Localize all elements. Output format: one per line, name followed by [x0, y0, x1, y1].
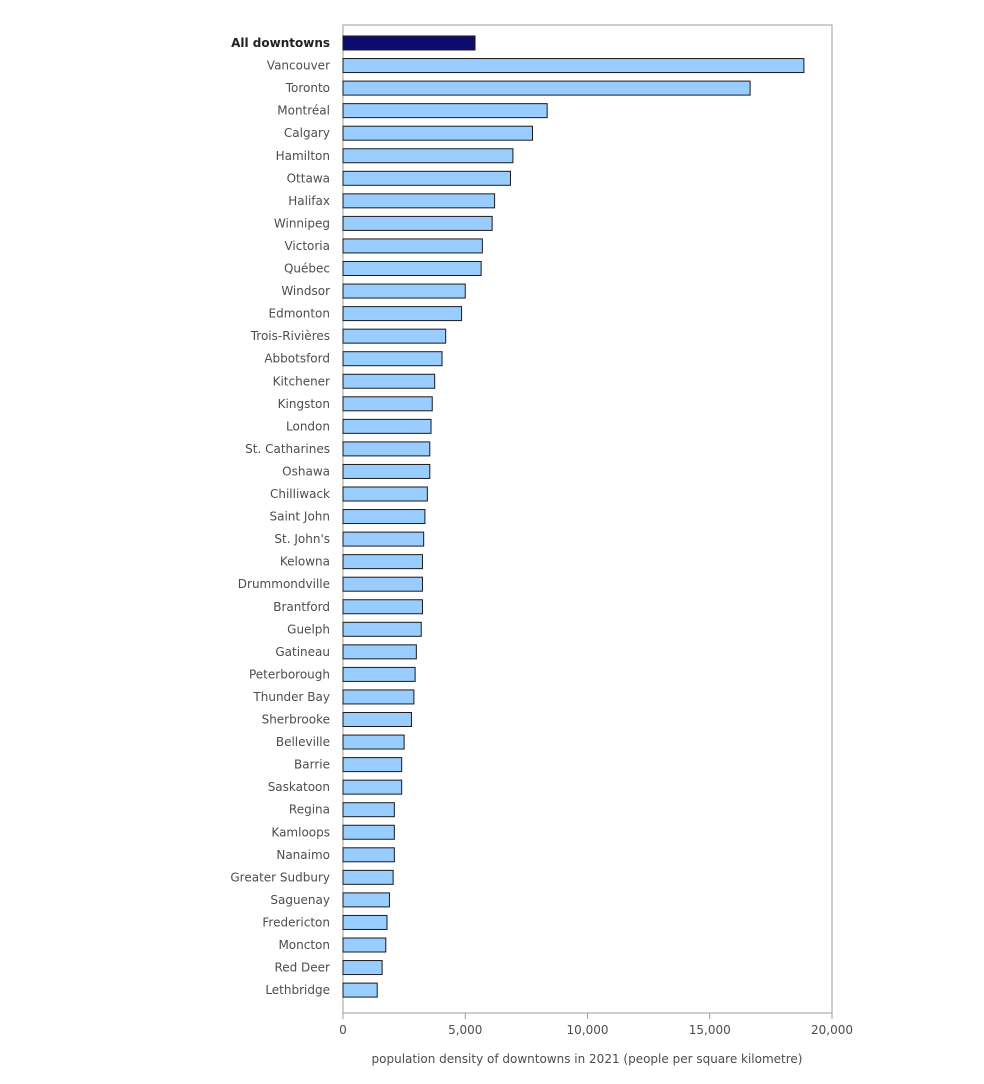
category-label-moncton: Moncton [278, 938, 330, 952]
category-label-belleville: Belleville [276, 735, 330, 749]
category-label-greater-sudbury: Greater Sudbury [230, 870, 330, 884]
bar-montreal [342, 103, 548, 119]
category-label-toronto: Toronto [285, 81, 330, 95]
category-label-kelowna: Kelowna [280, 555, 330, 569]
category-label-kitchener: Kitchener [273, 374, 330, 388]
category-label-oshawa: Oshawa [282, 464, 330, 478]
bar-quebec [342, 261, 482, 276]
category-label-saint-john: Saint John [269, 510, 330, 524]
bar-ottawa [342, 170, 511, 186]
category-label-kamloops: Kamloops [271, 825, 330, 839]
bar-saskatoon [342, 779, 403, 795]
category-label-brantford: Brantford [273, 600, 330, 614]
category-label-ottawa: Ottawa [287, 171, 330, 185]
category-label-trois-rivieres: Trois-Rivières [250, 329, 330, 343]
bar-nanaimo [342, 847, 395, 863]
bar-belleville [342, 734, 405, 750]
bar-chilliwack [342, 486, 428, 502]
bar-kingston [342, 396, 433, 412]
bar-kelowna [342, 554, 423, 570]
bar-st-catharines [342, 441, 431, 457]
category-label-fredericton: Fredericton [262, 915, 330, 929]
bar-fredericton [342, 914, 388, 930]
bar-st-john-s [342, 531, 425, 547]
category-label-windsor: Windsor [281, 284, 330, 298]
category-label-edmonton: Edmonton [269, 307, 331, 321]
category-label-regina: Regina [289, 803, 330, 817]
category-label-winnipeg: Winnipeg [274, 216, 330, 230]
category-label-all-downtowns: All downtowns [231, 36, 330, 50]
category-label-barrie: Barrie [294, 758, 330, 772]
category-label-nanaimo: Nanaimo [276, 848, 330, 862]
bar-thunder-bay [342, 689, 415, 705]
bar-barrie [342, 757, 403, 773]
category-label-st-catharines: St. Catharines [245, 442, 330, 456]
bar-gatineau [342, 644, 417, 660]
x-axis-ticks: 0 5,000 10,000 15,000 20,000 [339, 1013, 853, 1037]
category-label-hamilton: Hamilton [276, 149, 330, 163]
bar-brantford [342, 599, 423, 615]
category-label-st-john-s: St. John's [274, 532, 330, 546]
bar-saguenay [342, 892, 390, 908]
category-label-quebec: Québec [284, 262, 330, 276]
bar-kitchener [342, 373, 436, 389]
x-tick-label: 5,000 [448, 1023, 482, 1037]
category-label-vancouver: Vancouver [267, 59, 330, 73]
bar-regina [342, 802, 395, 818]
bar-vancouver [342, 58, 805, 74]
bar-abbotsford [342, 351, 443, 367]
x-tick-label: 10,000 [567, 1023, 609, 1037]
category-label-thunder-bay: Thunder Bay [252, 690, 330, 704]
category-label-calgary: Calgary [284, 126, 330, 140]
bars [342, 35, 805, 998]
bar-guelph [342, 621, 422, 637]
category-label-saguenay: Saguenay [270, 893, 330, 907]
category-label-peterborough: Peterborough [249, 667, 330, 681]
bar-edmonton [342, 306, 463, 322]
x-tick-label: 20,000 [811, 1023, 853, 1037]
bar-london [342, 418, 432, 434]
bar-red-deer [342, 960, 383, 976]
category-label-gatineau: Gatineau [275, 645, 330, 659]
category-label-montreal: Montréal [277, 104, 330, 118]
category-label-abbotsford: Abbotsford [264, 352, 330, 366]
category-label-red-deer: Red Deer [274, 961, 330, 975]
bar-sherbrooke [342, 712, 412, 727]
bar-saint-john [342, 509, 426, 525]
category-label-drummondville: Drummondville [238, 577, 330, 591]
bar-drummondville [342, 576, 423, 592]
bar-windsor [342, 283, 466, 299]
category-label-halifax: Halifax [288, 194, 330, 208]
category-label-victoria: Victoria [284, 239, 330, 253]
bar-trois-rivieres [342, 328, 447, 344]
x-axis-title: population density of downtowns in 2021 … [372, 1052, 803, 1066]
category-label-saskatoon: Saskatoon [268, 780, 330, 794]
bar-peterborough [342, 666, 416, 682]
bar-toronto [342, 80, 751, 96]
bar-lethbridge [342, 982, 378, 998]
x-tick-label: 15,000 [689, 1023, 731, 1037]
category-labels: All downtowns Vancouver Toronto Montréal Cal… [230, 36, 330, 997]
bar-greater-sudbury [342, 869, 394, 885]
category-label-chilliwack: Chilliwack [270, 487, 330, 501]
bar-halifax [342, 193, 496, 209]
x-tick-label: 0 [339, 1023, 347, 1037]
category-label-lethbridge: Lethbridge [265, 983, 330, 997]
bar-hamilton [342, 148, 514, 164]
bar-all-downtowns [342, 35, 476, 51]
bar-calgary [342, 125, 533, 141]
bar-winnipeg [342, 215, 493, 231]
bar-oshawa [342, 463, 431, 479]
category-label-london: London [286, 419, 330, 433]
bar-moncton [342, 937, 387, 953]
category-label-kingston: Kingston [278, 397, 330, 411]
bar-victoria [342, 238, 483, 254]
category-label-sherbrooke: Sherbrooke [262, 713, 330, 727]
bar-kamloops [342, 824, 395, 840]
category-label-guelph: Guelph [287, 622, 330, 636]
